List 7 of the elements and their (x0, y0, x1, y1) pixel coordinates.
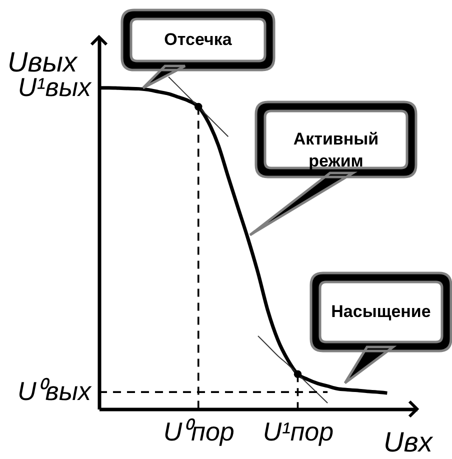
x-axis-title: Uвх (384, 426, 434, 458)
text: U⁰вых (18, 376, 92, 406)
text: Отсечка (164, 30, 232, 49)
x-tick-label: U¹пор (262, 416, 334, 446)
annotation: Насыщение (331, 302, 431, 321)
annotation: Активный режим (293, 130, 379, 170)
x-tick-label: U⁰пор (163, 416, 234, 446)
